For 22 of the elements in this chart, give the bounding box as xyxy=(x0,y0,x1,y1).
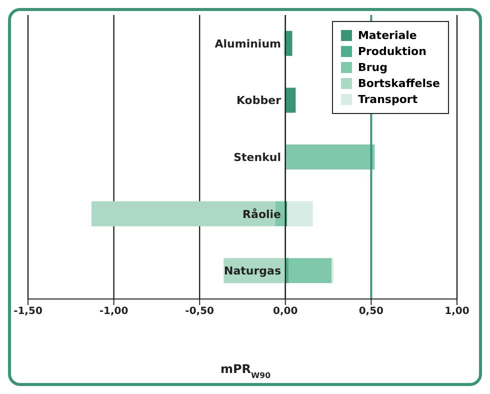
y-tick-label: Aluminium xyxy=(214,37,281,50)
legend-label: Bortskaffelse xyxy=(358,77,440,90)
legend-label: Transport xyxy=(358,93,418,106)
legend-label: Produktion xyxy=(358,45,426,58)
x-tick-label: 0,00 xyxy=(273,306,298,318)
x-axis-title: mPR$_{W90}$ xyxy=(220,362,272,380)
bar xyxy=(285,88,296,113)
bar xyxy=(285,144,375,170)
bar xyxy=(288,258,332,284)
x-tick-label: 0,50 xyxy=(358,306,384,318)
x-tick-label: 1,00 xyxy=(444,306,470,318)
bar xyxy=(285,30,292,56)
y-tick-label: Kobber xyxy=(236,94,282,108)
y-tick-label: Naturgas xyxy=(224,264,282,278)
legend-label: Materiale xyxy=(358,29,417,42)
legend-label: Brug xyxy=(358,61,388,74)
y-tick-label: Råolie xyxy=(242,208,281,221)
y-tick-label: Stenkul xyxy=(234,151,281,164)
x-tick-label: -1,00 xyxy=(99,306,128,318)
bar xyxy=(287,201,313,226)
x-tick-label: -1,50 xyxy=(14,306,42,318)
x-tick-label: -0,50 xyxy=(185,306,214,318)
